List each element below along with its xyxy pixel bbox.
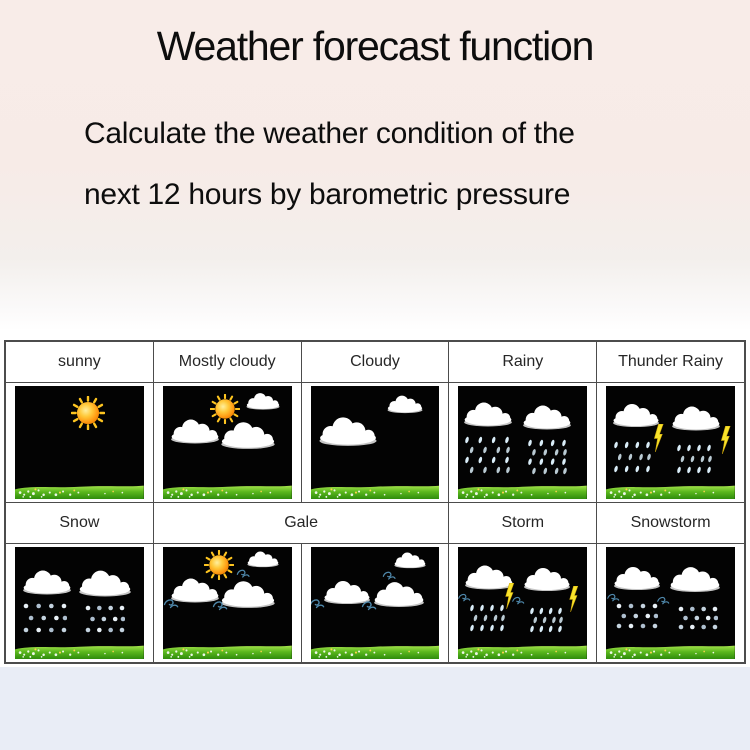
weather-scene-thunder-rainy xyxy=(606,386,735,499)
forecast-label-thunder-rainy: Thunder Rainy xyxy=(597,342,744,382)
page-title: Weather forecast function xyxy=(156,23,595,69)
forecast-label-gale: Gale xyxy=(153,503,449,543)
forecast-label-storm: Storm xyxy=(449,503,597,543)
forecast-label-sunny: sunny xyxy=(6,342,153,382)
grass-graphic xyxy=(162,645,292,659)
lightning-icon xyxy=(505,583,515,610)
grass-graphic xyxy=(606,645,735,659)
cloud-icon xyxy=(374,582,425,607)
weather-scene-rainy xyxy=(458,386,588,499)
snow-icon xyxy=(616,604,659,629)
grass-graphic xyxy=(310,645,440,659)
forecast-image-cell xyxy=(153,544,301,662)
forecast-image-cell xyxy=(597,544,744,662)
grass-graphic xyxy=(15,485,144,499)
grass-graphic xyxy=(310,485,440,499)
wind-icon xyxy=(607,594,620,602)
cloud-icon xyxy=(672,406,721,431)
cloud-icon xyxy=(319,417,377,447)
cloud-icon xyxy=(221,421,275,449)
rain-icon xyxy=(469,604,505,631)
wind-icon xyxy=(512,596,525,604)
forecast-image-cell xyxy=(301,383,449,502)
cloud-icon xyxy=(394,552,426,569)
weather-scene-snow xyxy=(15,547,144,659)
forecast-image-cell xyxy=(449,383,597,502)
cloud-icon xyxy=(79,570,131,597)
cloud-icon xyxy=(23,570,72,595)
forecast-label-rainy: Rainy xyxy=(449,342,597,382)
sun-icon xyxy=(204,549,235,580)
cloud-icon xyxy=(323,580,370,604)
wind-icon xyxy=(310,599,325,609)
weather-scene-gale-2 xyxy=(310,547,440,659)
wind-icon xyxy=(212,601,228,611)
cloud-icon xyxy=(614,567,661,591)
snow-icon xyxy=(23,603,67,632)
weather-scene-snowstorm xyxy=(606,547,735,659)
cloud-icon xyxy=(171,578,219,603)
wind-icon xyxy=(163,599,179,609)
weather-scene-storm xyxy=(458,547,588,659)
sun-icon xyxy=(209,393,240,424)
wind-icon xyxy=(458,594,471,602)
cloud-icon xyxy=(670,567,720,593)
cloud-icon xyxy=(524,568,571,592)
wind-icon xyxy=(383,571,397,580)
weather-scene-sunny xyxy=(15,386,144,499)
subtitle: Calculate the weather condition of the n… xyxy=(0,103,750,225)
forecast-label-snow: Snow xyxy=(6,503,153,543)
grass-graphic xyxy=(458,485,588,499)
forecast-image-cell xyxy=(6,383,153,502)
cloud-icon xyxy=(246,392,280,410)
weather-scene-gale-1 xyxy=(162,547,292,659)
forecast-image-cell xyxy=(301,544,449,662)
grass-graphic xyxy=(15,645,144,659)
rain-icon xyxy=(528,439,568,475)
cloud-icon xyxy=(465,565,514,590)
footer-band xyxy=(0,667,750,750)
wind-icon xyxy=(361,601,377,611)
subtitle-line-2: next 12 hours by barometric pressure xyxy=(84,178,571,211)
rain-icon xyxy=(676,445,712,474)
cloud-icon xyxy=(523,405,572,429)
weather-scene-mostly-cloudy xyxy=(162,386,292,499)
forecast-label-mostly-cloudy: Mostly cloudy xyxy=(153,342,301,382)
snow-icon xyxy=(678,606,718,629)
cloud-icon xyxy=(171,419,219,444)
wind-icon xyxy=(236,569,250,578)
forecast-image-cell xyxy=(153,383,301,502)
header-section: Weather forecast function Calculate the … xyxy=(0,0,750,331)
cloud-icon xyxy=(612,404,659,428)
forecast-label-cloudy: Cloudy xyxy=(301,342,449,382)
forecast-image-cell xyxy=(449,544,597,662)
weather-scene-cloudy xyxy=(310,386,440,499)
forecast-label-snowstorm: Snowstorm xyxy=(597,503,744,543)
cloud-icon xyxy=(221,581,275,608)
rain-icon xyxy=(614,441,651,473)
forecast-table: sunny Mostly cloudy Cloudy Rainy Thunder… xyxy=(4,340,746,664)
forecast-image-cell xyxy=(597,383,744,502)
subtitle-line-1: Calculate the weather condition of the xyxy=(84,117,575,150)
sun-icon xyxy=(71,396,106,431)
wind-icon xyxy=(657,596,670,604)
lightning-icon xyxy=(720,426,731,455)
lightning-icon xyxy=(569,585,579,612)
grass-graphic xyxy=(458,645,588,659)
cloud-icon xyxy=(387,395,423,414)
grass-graphic xyxy=(162,485,292,499)
cloud-icon xyxy=(247,551,279,568)
rain-icon xyxy=(464,436,510,474)
lightning-icon xyxy=(653,423,664,452)
rain-icon xyxy=(530,607,563,632)
forecast-image-cell xyxy=(6,544,153,662)
grass-graphic xyxy=(606,485,735,499)
table-band: sunny Mostly cloudy Cloudy Rainy Thunder… xyxy=(0,331,750,667)
cloud-icon xyxy=(464,402,512,427)
snow-icon xyxy=(85,605,126,632)
